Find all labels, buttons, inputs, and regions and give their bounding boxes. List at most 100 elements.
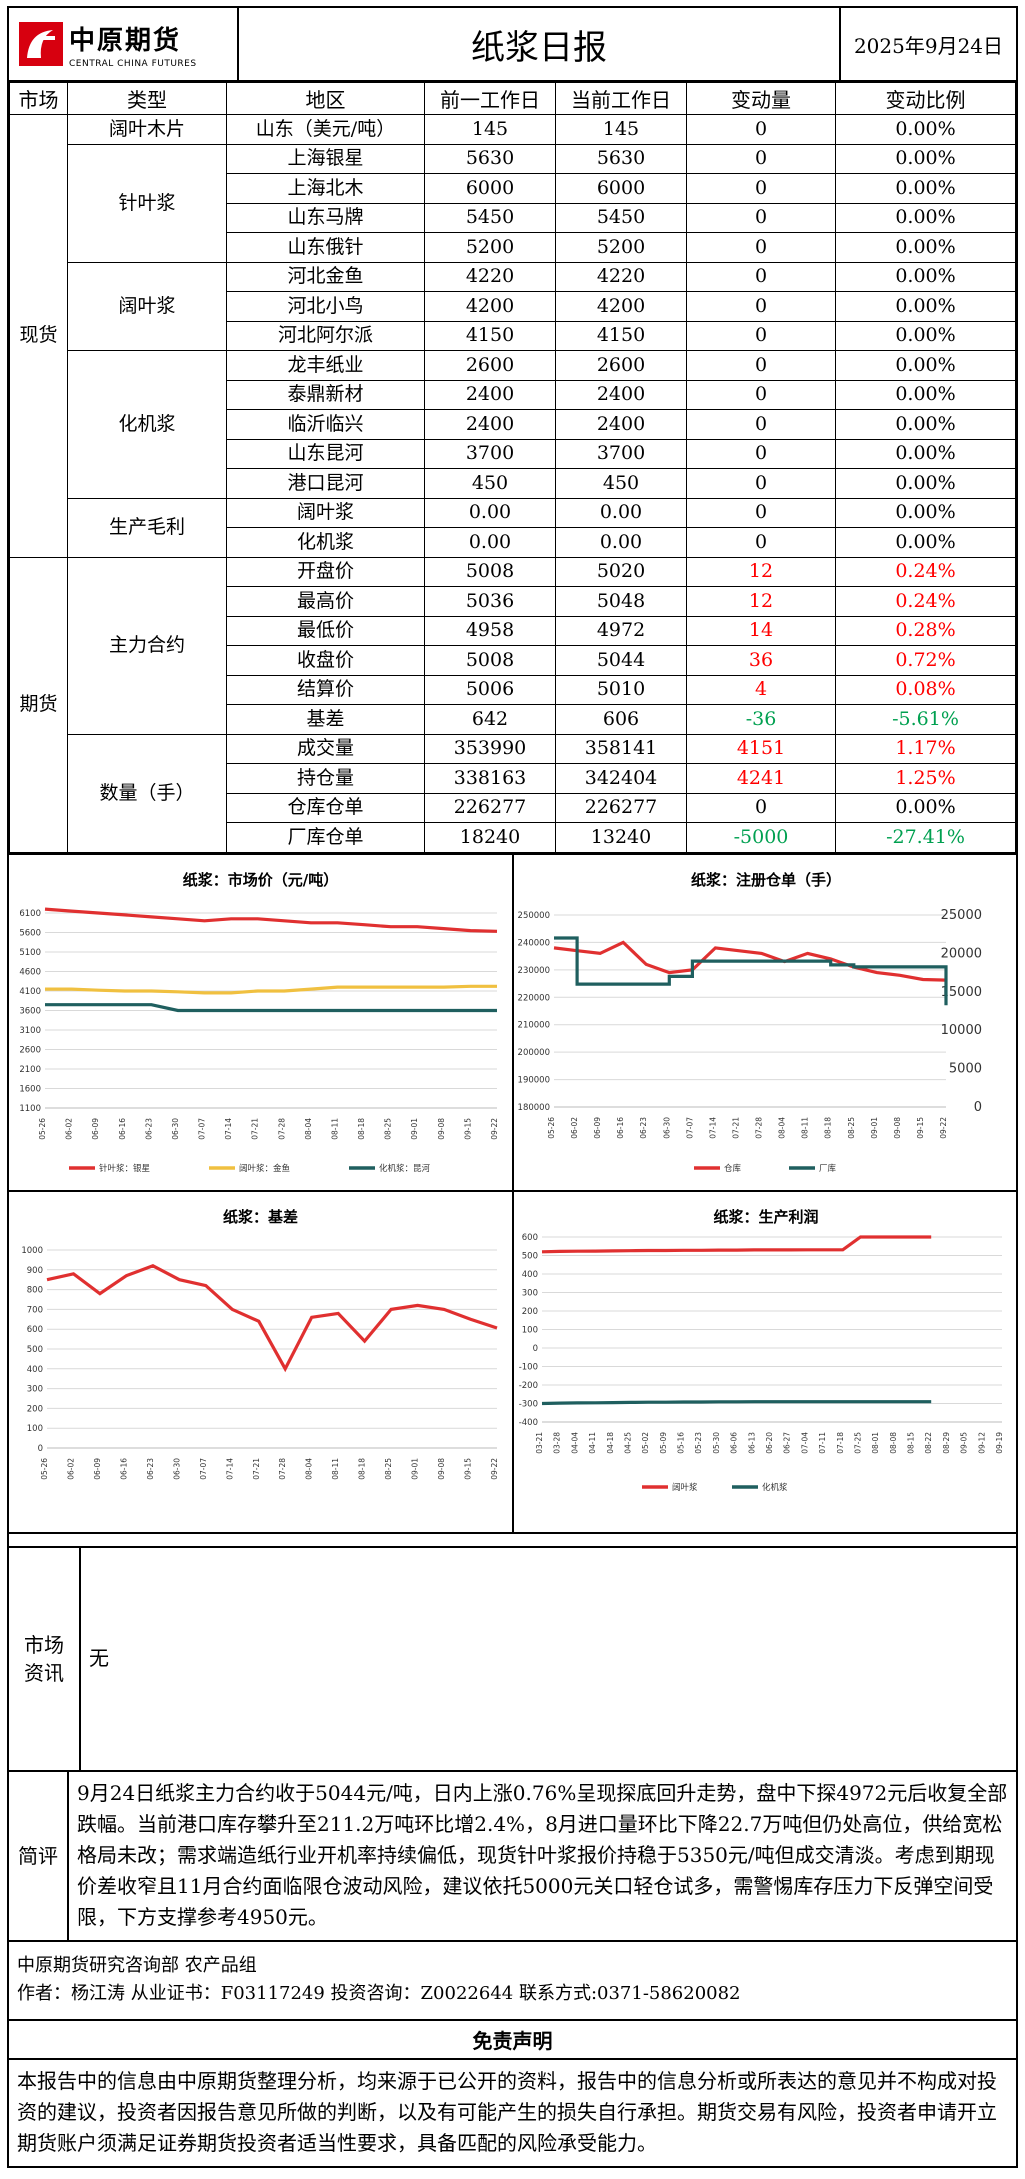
column-header: 类型 xyxy=(67,82,227,115)
y-tick-label: 200 xyxy=(522,1307,538,1317)
cur-cell: 2400 xyxy=(555,409,687,440)
x-tick-label: 07-11 xyxy=(818,1431,827,1453)
y-tick-label: 190000 xyxy=(518,1075,550,1085)
disclaimer-title: 免责声明 xyxy=(9,2019,1016,2058)
y-tick-label: 1600 xyxy=(19,1084,41,1094)
table-row: 河北小鸟 4200 4200 0 0.00% xyxy=(10,291,1016,322)
comment-text: 9月24日纸浆主力合约收于5044元/吨，日内上涨0.76%呈现探底回升走势，盘… xyxy=(77,1781,1008,1929)
y-tick-label: 800 xyxy=(27,1285,43,1295)
x-tick-label: 05-26 xyxy=(38,1117,47,1139)
series-line-1 xyxy=(45,984,497,994)
x-tick-label: 07-25 xyxy=(853,1431,862,1453)
logo-en: CENTRAL CHINA FUTURES xyxy=(69,58,197,69)
report-date: 2025年9月24日 xyxy=(853,33,1004,58)
series-line-1 xyxy=(541,1399,932,1405)
pct-cell: 0.00% xyxy=(835,379,1016,410)
region-cell: 龙丰纸业 xyxy=(226,350,425,381)
table-row: 结算价 5006 5010 4 0.08% xyxy=(10,674,1016,705)
region-cell: 河北阿尔派 xyxy=(226,320,425,351)
cur-cell: 4200 xyxy=(555,291,687,322)
chg-cell: 36 xyxy=(686,645,836,676)
table-row: 最高价 5036 5048 12 0.24% xyxy=(10,586,1016,617)
x-tick-label: 08-04 xyxy=(305,1457,314,1479)
x-tick-label: 07-21 xyxy=(252,1457,261,1479)
pct-cell: 0.00% xyxy=(835,291,1016,322)
pct-cell: 0.72% xyxy=(835,645,1016,676)
legend-label: 阔叶浆：金鱼 xyxy=(239,1163,290,1174)
region-cell: 河北小鸟 xyxy=(226,291,425,322)
region-cell: 开盘价 xyxy=(226,556,425,587)
report-header: 中原期货 CENTRAL CHINA FUTURES 纸浆日报 2025年9月2… xyxy=(9,8,1016,82)
y-tick-label: 400 xyxy=(27,1364,43,1374)
x-tick-label: 08-29 xyxy=(942,1431,951,1453)
y-tick-label: 400 xyxy=(522,1270,538,1280)
x-tick-label: 05-09 xyxy=(659,1431,668,1453)
x-tick-label: 07-28 xyxy=(278,1457,287,1479)
x-tick-label: 05-30 xyxy=(712,1431,721,1453)
region-cell: 化机浆 xyxy=(226,527,425,558)
x-tick-label: 06-16 xyxy=(118,1117,127,1139)
chg-cell: 0 xyxy=(686,232,836,263)
x-tick-label: 08-04 xyxy=(304,1117,313,1139)
y-tick-label: 1100 xyxy=(19,1104,41,1114)
region-cell: 上海北木 xyxy=(226,173,425,204)
y-tick-label: -400 xyxy=(519,1418,538,1428)
x-tick-label: 09-12 xyxy=(977,1431,986,1453)
column-header: 当前工作日 xyxy=(555,82,687,115)
table-row: 化机浆 龙丰纸业 2600 2600 0 0.00% xyxy=(10,350,1016,499)
cur-cell: 5450 xyxy=(555,202,687,233)
x-tick-label: 07-28 xyxy=(755,1116,764,1138)
x-tick-label: 08-15 xyxy=(907,1431,916,1453)
x-tick-label: 08-18 xyxy=(824,1116,833,1138)
region-cell: 上海银星 xyxy=(226,143,425,174)
y-tick-label: 300 xyxy=(27,1384,43,1394)
charts-row-2: 纸浆：基差 1000 900 800 700 600 500 400 300 200 100 0 05… xyxy=(9,1189,1018,1532)
y-right-tick-label: 25000 xyxy=(941,908,982,923)
report-page: 中原期货 CENTRAL CHINA FUTURES 纸浆日报 2025年9月2… xyxy=(7,6,1018,2168)
x-tick-label: 08-25 xyxy=(384,1117,393,1139)
market-cell: 期货 xyxy=(9,556,68,853)
cur-cell: 450 xyxy=(555,468,687,499)
prev-cell: 2600 xyxy=(424,350,556,381)
table-row: 厂库仓单 18240 13240 -5000 -27.41% xyxy=(10,822,1016,853)
region-cell: 阔叶浆 xyxy=(226,497,425,528)
chg-cell: 0 xyxy=(686,527,836,558)
prev-cell: 0.00 xyxy=(424,497,556,528)
x-tick-label: 03-28 xyxy=(553,1431,562,1453)
region-cell: 临沂临兴 xyxy=(226,409,425,440)
production-profit-svg: 600 500 400 300 200 100 0 -100 -200 -300 -400 03-21… xyxy=(519,1233,1004,1493)
x-tick-label: 08-18 xyxy=(357,1117,366,1139)
cur-cell: 5630 xyxy=(555,143,687,174)
table-row: 山东马牌 5450 5450 0 0.00% xyxy=(10,202,1016,233)
author-line2: 作者：杨江涛 从业证书：F03117249 投资咨询：Z0022644 联系方式… xyxy=(17,1983,741,2005)
y-tick-label: 2600 xyxy=(19,1045,41,1055)
legend-label: 针叶浆：银星 xyxy=(99,1163,150,1174)
cur-cell: 4220 xyxy=(555,261,687,292)
y-tick-label: 100 xyxy=(27,1424,43,1434)
x-tick-label: 09-08 xyxy=(437,1457,446,1479)
pct-cell: 0.28% xyxy=(835,615,1016,646)
y-tick-label: 230000 xyxy=(518,965,550,975)
chg-cell: 0 xyxy=(686,320,836,351)
cur-cell: 5200 xyxy=(555,232,687,263)
series-line-0 xyxy=(541,1234,932,1253)
table-row: 数量（手） 成交量 353990 358141 4151 1.17% xyxy=(10,733,1016,853)
prev-cell: 4958 xyxy=(424,615,556,646)
y-tick-label: 180000 xyxy=(518,1103,550,1113)
prev-cell: 5630 xyxy=(424,143,556,174)
pct-cell: 0.00% xyxy=(835,202,1016,233)
x-tick-label: 09-22 xyxy=(490,1117,499,1139)
production-profit-chart: 纸浆：生产利润 600 500 400 300 200 100 0 -100 -200 -300 -… xyxy=(512,1191,1018,1532)
pct-cell: 0.00% xyxy=(835,792,1016,823)
y-tick-label: 4100 xyxy=(19,987,41,997)
chg-cell: 12 xyxy=(686,586,836,617)
chg-cell: 0 xyxy=(686,350,836,381)
y-tick-label: 0 xyxy=(533,1344,538,1354)
author-line1: 中原期货研究咨询部 农产品组 xyxy=(17,1954,257,1976)
y-tick-label: 240000 xyxy=(518,938,550,948)
x-tick-label: 06-09 xyxy=(91,1117,100,1139)
chg-cell: 0 xyxy=(686,497,836,528)
pct-cell: 0.24% xyxy=(835,586,1016,617)
y-tick-label: 3600 xyxy=(19,1006,41,1016)
chg-cell: -36 xyxy=(686,704,836,735)
